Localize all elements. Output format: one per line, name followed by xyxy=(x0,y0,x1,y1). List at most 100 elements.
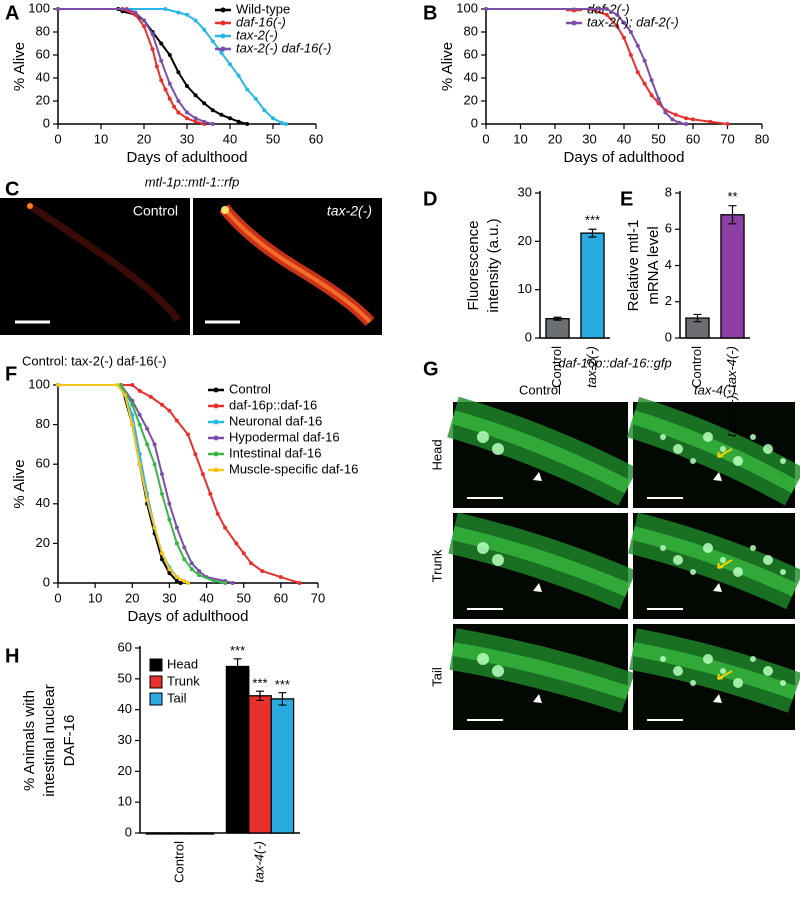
y-tick-label: 0 xyxy=(665,329,672,344)
x-tick-label: 30 xyxy=(582,131,596,146)
y-tick-label: 20 xyxy=(518,233,532,248)
x-tick-label: 30 xyxy=(162,590,176,605)
nucleus xyxy=(492,665,504,677)
legend-label: tax-2(-) daf-16(-) xyxy=(236,40,331,55)
y-tick-label: 80 xyxy=(36,23,50,38)
panel-title: mtl-1p::mtl-1::rfp xyxy=(145,174,240,189)
bar xyxy=(225,665,250,834)
y-axis-label: Relative mtl-1 xyxy=(625,220,642,312)
x-tick-label: 50 xyxy=(651,131,665,146)
x-tick-label: 40 xyxy=(223,131,237,146)
nucleus xyxy=(673,666,683,676)
nucleus xyxy=(703,654,713,664)
bar xyxy=(545,318,570,339)
x-tick-label: 0 xyxy=(54,131,61,146)
x-tick-label: 0 xyxy=(482,131,489,146)
x-tick-label: 40 xyxy=(617,131,631,146)
nucleus xyxy=(733,678,743,688)
x-tick-label: 10 xyxy=(94,131,108,146)
nucleus xyxy=(763,444,773,454)
legend-label: Tail xyxy=(167,690,187,705)
signal xyxy=(27,203,33,209)
y-tick-label: 20 xyxy=(36,535,50,550)
y-tick-label: 40 xyxy=(36,495,50,510)
y-tick-label: 10 xyxy=(118,794,132,809)
y-axis-label: % Alive xyxy=(439,42,456,91)
x-tick-label: 50 xyxy=(266,131,280,146)
nucleus xyxy=(780,458,786,464)
x-tick-label: 10 xyxy=(88,590,102,605)
x-tick-label: 20 xyxy=(137,131,151,146)
subtitle: Control: tax-2(-) daf-16(-) xyxy=(22,353,166,368)
image-label: Control xyxy=(133,203,178,219)
bar xyxy=(270,698,295,834)
y-tick-label: 0 xyxy=(471,115,478,130)
panel-letter: F xyxy=(5,363,17,385)
error-bar xyxy=(553,316,562,321)
legend-marker xyxy=(213,403,219,409)
nucleus xyxy=(492,443,504,455)
x-tick-label: 40 xyxy=(199,590,213,605)
significance: *** xyxy=(275,677,290,692)
micrograph xyxy=(0,198,190,335)
y-tick-label: 20 xyxy=(464,92,478,107)
worm-gut xyxy=(451,526,631,597)
nucleus xyxy=(690,569,696,575)
y-axis-label: Fluorescence xyxy=(465,220,482,310)
legend-label: Control xyxy=(229,381,271,396)
y-tick-label: 0 xyxy=(43,115,50,130)
legend-label: Trunk xyxy=(167,673,200,688)
error-bar xyxy=(693,313,702,323)
x-tick-label: 70 xyxy=(311,590,325,605)
nucleus xyxy=(750,545,756,551)
x-tick-label: tax-2(-) xyxy=(584,346,599,388)
nucleus xyxy=(750,434,756,440)
y-axis-label: % Animals with xyxy=(21,690,38,791)
error-bar xyxy=(278,692,287,706)
row-label: Head xyxy=(429,439,444,470)
nucleus xyxy=(720,446,726,452)
legend-label: Muscle-specific daf-16 xyxy=(229,461,358,476)
legend-label: Intestinal daf-16 xyxy=(229,445,322,460)
significance: *** xyxy=(585,213,600,228)
line-series xyxy=(56,383,190,585)
nucleus xyxy=(750,656,756,662)
arrowhead xyxy=(533,472,542,481)
y-axis-label: % Alive xyxy=(11,459,28,508)
panel-letter: H xyxy=(5,645,19,667)
y-tick-label: 10 xyxy=(518,281,532,296)
worm-gut xyxy=(451,410,632,494)
line-series xyxy=(56,383,228,585)
arrow xyxy=(717,559,733,569)
worm-gut xyxy=(222,206,372,324)
x-tick-label: 60 xyxy=(686,131,700,146)
y-axis-label: intensity (a.u.) xyxy=(485,218,502,312)
error-bar xyxy=(588,228,597,238)
x-tick-label: 30 xyxy=(180,131,194,146)
legend-marker xyxy=(220,20,226,26)
y-tick-label: 0 xyxy=(43,574,50,589)
y-tick-label: 4 xyxy=(665,257,672,272)
line-series xyxy=(56,7,250,126)
nucleus xyxy=(780,569,786,575)
column-label: Control xyxy=(519,382,561,397)
legend-swatch xyxy=(149,658,163,672)
worm-gut xyxy=(630,410,799,494)
nucleus xyxy=(673,444,683,454)
nucleus xyxy=(690,458,696,464)
x-tick-label: 80 xyxy=(755,131,769,146)
panel-letter: C xyxy=(5,178,19,200)
y-tick-label: 30 xyxy=(518,184,532,199)
x-tick-label: Control xyxy=(171,841,186,883)
significance: *** xyxy=(252,676,267,691)
legend-swatch xyxy=(149,692,163,706)
nucleus xyxy=(780,680,786,686)
x-tick-label: 70 xyxy=(720,131,734,146)
y-axis-label: intestinal nuclear xyxy=(41,684,58,797)
line-series xyxy=(56,7,215,126)
micrograph-grid xyxy=(447,396,800,730)
panel-letter: B xyxy=(423,2,437,24)
arrowhead xyxy=(713,694,722,703)
nucleus xyxy=(733,567,743,577)
